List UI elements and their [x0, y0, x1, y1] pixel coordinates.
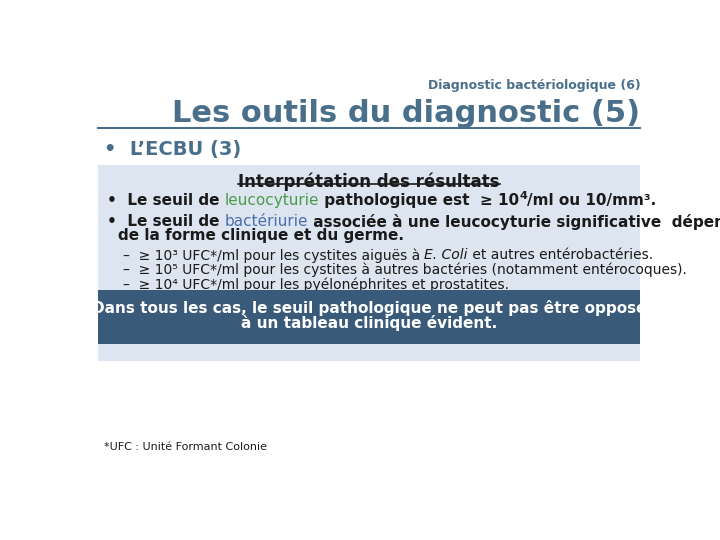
Text: Les outils du diagnostic (5): Les outils du diagnostic (5)	[172, 99, 640, 129]
FancyBboxPatch shape	[98, 291, 640, 345]
Text: Dans tous les cas, le seuil pathologique ne peut pas être opposé: Dans tous les cas, le seuil pathologique…	[91, 300, 647, 316]
Text: associée à une leucocyturie significative  dépend: associée à une leucocyturie significativ…	[308, 214, 720, 230]
Text: –  ≥ 10⁵ UFC*/ml pour les cystites à autres bactéries (notamment entérocoques).: – ≥ 10⁵ UFC*/ml pour les cystites à autr…	[122, 262, 686, 277]
FancyBboxPatch shape	[98, 165, 640, 361]
Text: E. Coli: E. Coli	[424, 248, 468, 262]
Text: –  ≥ 10⁴ UFC*/ml pour les pyélonéphrites et prostatites.: – ≥ 10⁴ UFC*/ml pour les pyélonéphrites …	[122, 278, 508, 292]
Text: à un tableau clinique évident.: à un tableau clinique évident.	[241, 315, 497, 331]
Text: *UFC : Unité Formant Colonie: *UFC : Unité Formant Colonie	[104, 442, 267, 452]
Text: pathologique est  ≥ 10: pathologique est ≥ 10	[319, 193, 519, 208]
Text: /ml ou 10/mm³.: /ml ou 10/mm³.	[527, 193, 657, 208]
Text: –  ≥ 10³ UFC*/ml pour les cystites aiguës à: – ≥ 10³ UFC*/ml pour les cystites aiguës…	[122, 248, 424, 262]
Text: Interprétation des résultats: Interprétation des résultats	[238, 173, 500, 191]
Text: •  Le seuil de: • Le seuil de	[107, 214, 225, 229]
Text: de la forme clinique et du germe.: de la forme clinique et du germe.	[118, 228, 404, 243]
Text: leucocyturie: leucocyturie	[225, 193, 319, 208]
Text: 4: 4	[519, 191, 527, 201]
Text: et autres entérobactéries.: et autres entérobactéries.	[468, 248, 653, 262]
Text: Diagnostic bactériologique (6): Diagnostic bactériologique (6)	[428, 79, 640, 92]
Text: •  Le seuil de: • Le seuil de	[107, 193, 225, 208]
Text: •  L’ECBU (3): • L’ECBU (3)	[104, 140, 241, 159]
Text: bactériurie: bactériurie	[225, 214, 308, 229]
